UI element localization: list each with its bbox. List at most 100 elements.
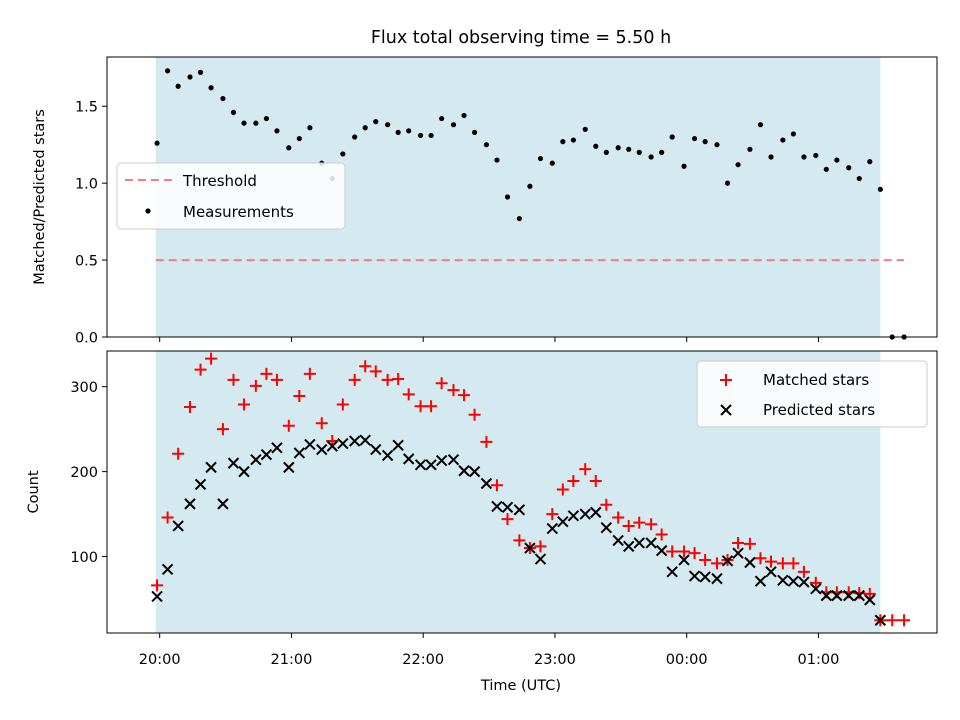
predicted-star-point [271,442,283,454]
x-tick-label: 21:00 [271,652,313,668]
matched-star-point [205,352,218,365]
measurement-point [417,132,424,139]
legend-measurements-label: Measurements [183,203,294,221]
x-axis-label: Time (UTC) [480,678,561,694]
predicted-star-point [161,563,174,576]
predicted-star-point [304,438,316,451]
measurement-point [406,128,412,134]
measurement-point [582,126,588,132]
predicted-star-point [678,554,690,566]
predicted-star-point [184,498,196,510]
legend-measurements-swatch [145,208,151,214]
y-tick-label: 100 [70,550,98,566]
predicted-star-point [534,553,547,565]
measurement-point [483,142,490,148]
matched-star-point [270,373,283,386]
y-tick-label: 1.0 [75,177,98,193]
predicted-star-point [699,571,711,583]
predicted-star-point [260,448,273,461]
measurement-point [165,68,171,74]
x-tick-label: 22:00 [402,652,444,668]
chart-title: Flux total observing time = 5.50 h [371,28,671,48]
measurement-point [428,132,434,139]
measurement-point [681,163,687,169]
measurement-point [659,149,665,155]
measurement-point [537,155,544,162]
predicted-star-point [458,465,470,477]
measurement-point [373,119,379,125]
measurement-point [790,131,796,137]
measurement-point [834,157,840,163]
predicted-star-point [425,459,437,471]
measurement-point [296,135,302,142]
predicted-star-point [557,516,569,528]
matched-star-point [260,367,273,380]
measurement-point [461,112,467,119]
predicted-star-point [151,590,163,603]
predicted-star-point [600,521,613,534]
legend-threshold-label: Threshold [182,172,257,190]
predicted-star-point [645,537,657,549]
predicted-star-point [447,454,460,466]
matched-star-point [238,398,251,411]
matched-star-point [216,423,229,436]
measurement-point [362,125,368,131]
predicted-star-point [853,589,865,602]
y-tick-label: 1.5 [75,100,98,116]
predicted-star-point [810,583,822,595]
measurement-point [702,139,708,145]
y-ticks-bottom: 100 200 300 [70,380,107,566]
predicted-star-point [217,498,229,510]
measurement-point [877,186,883,192]
measurement-point [626,146,632,152]
legend-predicted-label: Predicted stars [763,401,875,419]
measurement-point [757,122,764,128]
matched-star-point [556,483,569,496]
matched-star-point [567,474,580,487]
predicted-star-point [283,461,295,474]
measurement-point [395,129,401,135]
measurement-point [593,143,599,149]
predicted-star-point [205,461,217,474]
measurement-point [208,85,214,91]
predicted-star-point [612,534,624,547]
matched-star-point [754,552,767,565]
predicted-star-point [194,478,207,491]
predicted-star-point [491,500,503,513]
y-tick-label: 300 [70,380,98,396]
matched-star-point [743,537,756,550]
measurement-point [439,115,445,122]
matched-star-point [348,373,361,386]
predicted-star-point [480,477,493,490]
x-ticks-bottom: 20:00 21:00 22:00 23:00 00:00 01:00 [139,633,839,668]
matched-star-point [622,519,635,532]
measurement-point [450,122,457,128]
measurement-point [385,122,391,128]
measurement-point [648,154,654,160]
predicted-star-point [348,435,361,447]
matched-star-point [392,373,405,386]
measurement-point [516,215,522,222]
matched-star-point [490,479,503,492]
measurement-point [253,120,259,126]
predicted-star-point [337,437,349,450]
matched-star-point [369,365,382,378]
y-tick-label: 0.0 [75,331,98,347]
predicted-star-point [732,547,744,559]
predicted-star-point [655,544,668,557]
matched-star-point [600,498,613,511]
measurement-point [154,140,160,146]
measurement-point [724,180,731,186]
predicted-star-point [359,434,371,446]
measurement-point [813,152,819,159]
measurement-point [471,129,478,135]
predicted-star-point [864,594,876,606]
matched-star-point [184,401,196,414]
matched-star-point [710,557,723,570]
predicted-star-point [238,465,250,478]
predicted-star-point [414,459,427,471]
measurement-point [494,157,500,163]
matched-star-point [645,518,658,531]
matched-star-point [151,579,164,592]
measurement-point [286,145,292,151]
